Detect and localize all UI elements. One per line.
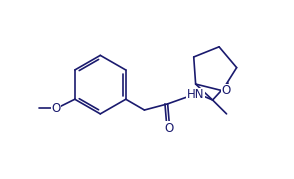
Text: O: O [51,102,61,115]
Text: O: O [165,122,174,135]
Text: HN: HN [187,88,204,101]
Text: O: O [221,84,231,97]
